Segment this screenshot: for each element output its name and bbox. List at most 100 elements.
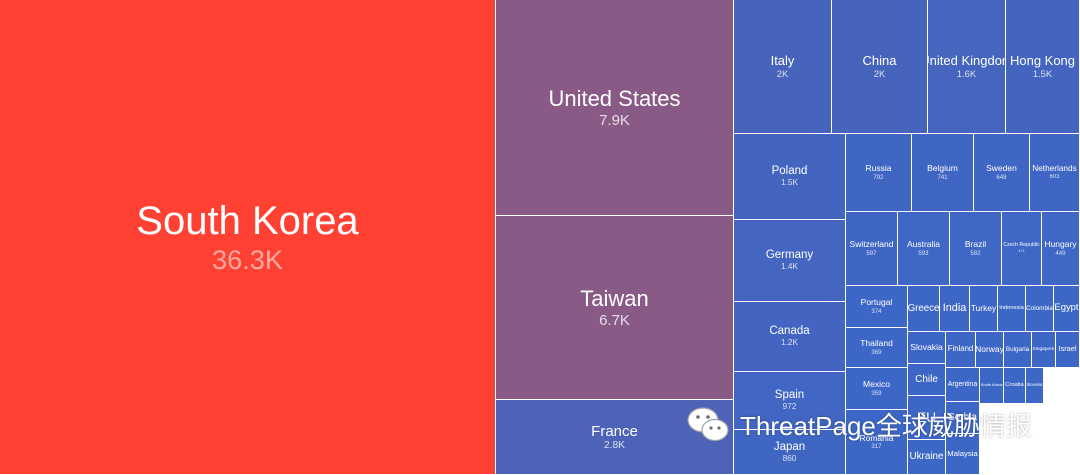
- treemap-label: Turkey: [970, 302, 997, 313]
- treemap-tile-ukraine[interactable]: Ukraine: [908, 440, 946, 475]
- treemap-tile-taiwan[interactable]: Taiwan 6.7K: [496, 216, 734, 400]
- treemap-tile-india[interactable]: India: [940, 286, 970, 332]
- treemap-value: 369: [871, 348, 882, 356]
- treemap-tile-spain[interactable]: Spain 972: [734, 372, 846, 430]
- treemap-tile-switzerland[interactable]: Switzerland 597: [846, 212, 898, 286]
- treemap-tile-slovakia[interactable]: Slovakia: [908, 332, 946, 364]
- treemap-label: India: [942, 302, 967, 315]
- treemap-tile-serbia[interactable]: Serbia: [946, 402, 980, 434]
- watermark-text: ThreatPage全球威胁情报: [740, 410, 1032, 441]
- treemap-tile-turkey[interactable]: Turkey: [970, 286, 998, 332]
- treemap-tile-colombia[interactable]: Colombia: [1026, 286, 1054, 332]
- treemap-tile-chile[interactable]: Chile: [908, 364, 946, 396]
- treemap-value: 359: [871, 389, 882, 397]
- treemap-tile-sweden[interactable]: Sweden 648: [974, 134, 1030, 212]
- treemap-tile-hong-kong[interactable]: Hong Kong 1.5K: [1006, 0, 1080, 134]
- treemap-label: Ukraine: [909, 451, 944, 463]
- treemap-label: Czech Republic: [1003, 242, 1040, 249]
- treemap-tile-united-states[interactable]: United States 7.9K: [496, 0, 734, 216]
- treemap-label: Slovenia: [1026, 382, 1043, 388]
- treemap-label: Romania: [859, 432, 894, 443]
- treemap-tile-singapore[interactable]: Singapore: [1032, 332, 1056, 368]
- treemap-tile-eu[interactable]: EU: [908, 396, 946, 440]
- treemap-tile-belgium[interactable]: Belgium 741: [912, 134, 974, 212]
- treemap-label: Italy: [770, 52, 795, 68]
- treemap-label: Colombia: [1026, 304, 1053, 312]
- treemap-tile-finland[interactable]: Finland: [946, 332, 976, 368]
- watermark: ThreatPage全球威胁情报: [684, 404, 1032, 444]
- treemap-tile-hungary[interactable]: Hungary 449: [1042, 212, 1080, 286]
- treemap-tile-brazil[interactable]: Brazil 582: [950, 212, 1002, 286]
- treemap-label: EU: [916, 409, 937, 425]
- treemap-tile-netherlands[interactable]: Netherlands 603: [1030, 134, 1080, 212]
- treemap-tile-canada[interactable]: Canada 1.2K: [734, 302, 846, 372]
- treemap-label: Sweden: [986, 163, 1017, 174]
- treemap-tile-bulgaria[interactable]: Bulgaria: [1004, 332, 1032, 368]
- treemap-label: Bulgaria: [1005, 345, 1030, 353]
- treemap-tile-israel[interactable]: Israel: [1056, 332, 1080, 368]
- wechat-icon: [684, 404, 732, 444]
- treemap-tile-egypt[interactable]: Egypt: [1054, 286, 1080, 332]
- treemap-value: 582: [970, 249, 981, 257]
- treemap-label: Taiwan: [580, 286, 649, 312]
- treemap-tile-germany[interactable]: Germany 1.4K: [734, 220, 846, 302]
- treemap-tile-norway[interactable]: Norway: [976, 332, 1004, 368]
- treemap-tile-china[interactable]: China 2K: [832, 0, 928, 134]
- treemap-tile-greece[interactable]: Greece: [908, 286, 940, 332]
- treemap-value: 648: [996, 173, 1007, 181]
- treemap-label: South Africa: [980, 382, 1003, 388]
- treemap-value: 449: [1055, 249, 1066, 257]
- treemap-value: 593: [918, 249, 929, 257]
- treemap-value: 1.5K: [1032, 68, 1053, 79]
- treemap-value: 603: [1049, 173, 1060, 180]
- treemap-label: Spain: [774, 389, 805, 402]
- treemap-tile-united-kingdom[interactable]: United Kingdom1.6K: [928, 0, 1006, 134]
- treemap-tile-russia[interactable]: Russia 792: [846, 134, 912, 212]
- treemap-value: 374: [871, 307, 882, 315]
- treemap-label: Israel: [1058, 344, 1077, 354]
- treemap-label: Mexico: [863, 379, 890, 390]
- treemap-label: United Kingdom: [928, 52, 1005, 68]
- treemap-tile-portugal[interactable]: Portugal 374: [846, 286, 908, 328]
- treemap-label: Belgium: [927, 163, 958, 174]
- treemap-label: Argentina: [947, 380, 978, 388]
- treemap-label: Finland: [947, 344, 974, 354]
- treemap-value: 792: [873, 173, 884, 181]
- treemap-tile-poland[interactable]: Poland 1.5K: [734, 134, 846, 220]
- treemap-label: Hungary: [1044, 239, 1077, 250]
- treemap-label: Norway: [976, 343, 1004, 354]
- treemap-tile-romania[interactable]: Romania 317: [846, 410, 908, 475]
- treemap-value: 474: [1018, 249, 1025, 254]
- treemap-label: Germany: [765, 249, 814, 262]
- treemap-tile-slovenia[interactable]: Slovenia: [1026, 368, 1044, 404]
- treemap-label: Croatia: [1005, 382, 1024, 389]
- treemap-value: 7.9K: [599, 111, 630, 129]
- treemap-tile-japan[interactable]: Japan 860: [734, 430, 846, 475]
- treemap-label: Canada: [769, 325, 810, 338]
- treemap-tile-thailand[interactable]: Thailand 369: [846, 328, 908, 368]
- treemap-value: 36.3K: [211, 244, 284, 276]
- treemap-label: Egypt: [1054, 302, 1079, 314]
- treemap-tile-south-korea[interactable]: South Korea 36.3K: [0, 0, 496, 475]
- treemap-value: 860: [782, 453, 797, 463]
- treemap-value: 2.8K: [604, 439, 625, 451]
- treemap-value: 317: [871, 443, 882, 451]
- treemap-tile-indonesia[interactable]: Indonesia: [998, 286, 1026, 332]
- treemap-label: Portugal: [860, 297, 893, 308]
- treemap-label: Indonesia: [999, 305, 1024, 312]
- treemap-tile-argentina[interactable]: Argentina: [946, 368, 980, 402]
- treemap-label: Switzerland: [849, 239, 894, 250]
- treemap-label: France: [591, 422, 638, 440]
- treemap-tile-czech-republic[interactable]: Czech Republic 474: [1002, 212, 1042, 286]
- treemap-tile-south-africa[interactable]: South Africa: [980, 368, 1004, 404]
- treemap-value: 597: [866, 249, 877, 257]
- treemap-tile-croatia[interactable]: Croatia: [1004, 368, 1026, 404]
- treemap-tile-mexico[interactable]: Mexico 359: [846, 368, 908, 410]
- treemap-label: Hong Kong: [1009, 52, 1076, 68]
- treemap-label: Japan: [773, 440, 806, 453]
- treemap-tile-italy[interactable]: Italy 2K: [734, 0, 832, 134]
- treemap-label: Singapore: [1032, 346, 1055, 352]
- treemap-tile-australia[interactable]: Australia 593: [898, 212, 950, 286]
- treemap-value: 1.5K: [780, 178, 798, 188]
